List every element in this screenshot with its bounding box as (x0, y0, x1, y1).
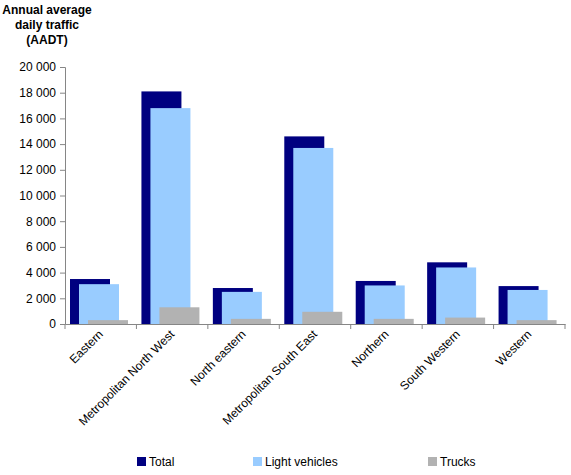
y-tick: 18 000 (19, 86, 65, 100)
y-tick-label: 18 000 (19, 86, 56, 100)
x-tick-label: Northern (349, 327, 392, 370)
legend: Total Light vehicles Trucks (137, 455, 476, 469)
legend-swatch (253, 457, 262, 466)
y-tick: 0 (49, 317, 65, 331)
x-tick-label: Metropolitan South East (220, 327, 321, 428)
x-tick: Northern (349, 324, 392, 370)
bar (436, 267, 476, 324)
bar (88, 320, 128, 324)
y-tick: 10 000 (19, 189, 65, 203)
y-tick-mark (60, 144, 65, 145)
x-tick-label: South Western (397, 327, 463, 393)
y-tick: 20 000 (19, 60, 65, 74)
y-tick-label: 12 000 (19, 163, 56, 177)
legend-swatch (428, 457, 437, 466)
bar (374, 319, 414, 324)
y-tick-mark (60, 67, 65, 68)
x-tick: Western (493, 324, 534, 369)
category-separator (207, 324, 208, 329)
bar (159, 307, 199, 324)
y-tick-label: 16 000 (19, 112, 56, 126)
x-tick-label: Eastern (67, 327, 106, 366)
y-tick: 6 000 (26, 240, 65, 254)
bar (293, 148, 333, 324)
y-tick: 8 000 (26, 215, 65, 229)
category-separator (565, 324, 566, 329)
bar (365, 285, 405, 324)
y-tick-label: 2 000 (26, 292, 56, 306)
y-tick-mark (60, 118, 65, 119)
category-separator (350, 324, 351, 329)
y-tick-mark (60, 247, 65, 248)
legend-label: Trucks (440, 455, 476, 469)
y-tick-label: 14 000 (19, 137, 56, 151)
y-tick-label: 8 000 (26, 215, 56, 229)
bars (70, 91, 557, 324)
y-tick-mark (60, 221, 65, 222)
bar (231, 319, 271, 324)
y-tick-mark (60, 298, 65, 299)
y-tick-mark (60, 324, 65, 325)
y-tick-mark (60, 196, 65, 197)
legend-item: Trucks (428, 455, 476, 469)
legend-label: Light vehicles (265, 455, 338, 469)
bar (517, 320, 557, 324)
y-axis-title-line: (AADT) (26, 33, 67, 47)
series (79, 108, 548, 324)
x-tick: Metropolitan South East (220, 324, 321, 428)
category-separator (422, 324, 423, 329)
x-tick: South Western (397, 324, 463, 393)
y-tick-mark (60, 93, 65, 94)
series (88, 307, 557, 324)
legend-swatch (137, 457, 146, 466)
y-tick: 4 000 (26, 266, 65, 280)
y-axis-title: Annual averagedaily traffic(AADT) (2, 3, 92, 47)
category-separator (65, 324, 66, 329)
y-tick-mark (60, 170, 65, 171)
x-tick: Eastern (67, 324, 106, 366)
y-axis-title-line: daily traffic (15, 18, 79, 32)
legend-label: Total (149, 455, 174, 469)
x-axis-line (66, 324, 566, 325)
x-tick: North eastern (187, 324, 248, 389)
category-separator (136, 324, 137, 329)
x-axis: EasternMetropolitan North WestNorth east… (66, 324, 566, 428)
bar (508, 290, 548, 324)
y-tick: 12 000 (19, 163, 65, 177)
y-tick: 2 000 (26, 292, 65, 306)
x-tick: Metropolitan North West (76, 324, 178, 428)
bar (150, 108, 190, 324)
x-tick-label: Metropolitan North West (76, 327, 178, 429)
x-tick-label: Western (493, 327, 534, 368)
y-tick-label: 10 000 (19, 189, 56, 203)
legend-item: Light vehicles (253, 455, 338, 469)
y-tick-label: 4 000 (26, 266, 56, 280)
legend-item: Total (137, 455, 174, 469)
category-separator (493, 324, 494, 329)
y-tick-label: 0 (49, 317, 56, 331)
series (70, 91, 539, 324)
y-tick: 14 000 (19, 137, 65, 151)
y-tick: 16 000 (19, 112, 65, 126)
category-separator (279, 324, 280, 329)
x-tick-label: North eastern (187, 327, 248, 388)
y-tick-mark (60, 273, 65, 274)
y-axis: 0 2 000 4 000 6 000 8 000 10 000 12 000 14 000 1… (19, 60, 65, 331)
bar (445, 318, 485, 324)
chart: 0 2 000 4 000 6 000 8 000 10 000 12 000 14 000 1… (0, 0, 571, 475)
y-tick-label: 20 000 (19, 60, 56, 74)
y-axis-title-line: Annual average (2, 3, 92, 17)
y-axis-line (60, 68, 66, 325)
y-tick-label: 6 000 (26, 240, 56, 254)
bar (302, 312, 342, 324)
bar (79, 284, 119, 324)
